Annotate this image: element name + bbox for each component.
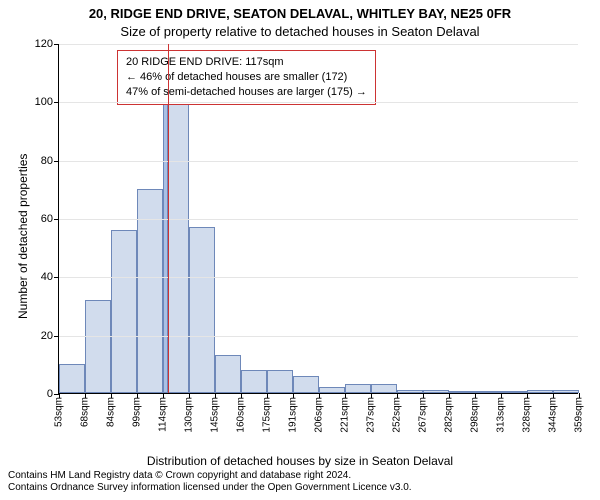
x-tick-label: 282sqm (444, 397, 455, 433)
grid-line (59, 161, 578, 162)
y-tick-mark (54, 161, 59, 162)
histogram-bar (267, 370, 293, 393)
y-axis-label: Number of detached properties (16, 154, 30, 319)
x-tick-label: 359sqm (574, 397, 585, 433)
y-tick-mark (54, 277, 59, 278)
histogram-bar (241, 370, 267, 393)
histogram-bar (501, 391, 527, 393)
histogram-bar (59, 364, 85, 393)
x-tick-label: 221sqm (340, 397, 351, 433)
grid-line (59, 219, 578, 220)
histogram-bar (527, 390, 553, 393)
x-tick-label: 99sqm (132, 397, 143, 427)
y-tick-label: 60 (41, 213, 53, 225)
histogram-bar (397, 390, 423, 393)
info-line-2: ← 46% of detached houses are smaller (17… (126, 70, 367, 85)
x-tick-label: 206sqm (314, 397, 325, 433)
y-tick-label: 100 (35, 96, 53, 108)
y-tick-label: 20 (41, 330, 53, 342)
histogram-bar (345, 384, 371, 393)
histogram-bar (189, 227, 215, 393)
x-tick-label: 175sqm (262, 397, 273, 433)
histogram-bar (449, 391, 475, 393)
y-tick-mark (54, 44, 59, 45)
x-tick-label: 237sqm (366, 397, 377, 433)
x-tick-label: 84sqm (106, 397, 117, 427)
footer-line-2: Contains Ordnance Survey information lic… (8, 482, 592, 494)
histogram-bar (319, 387, 345, 393)
info-box: 20 RIDGE END DRIVE: 117sqm ← 46% of deta… (117, 50, 376, 105)
y-tick-label: 40 (41, 271, 53, 283)
x-tick-label: 145sqm (210, 397, 221, 433)
x-tick-label: 267sqm (418, 397, 429, 433)
chart-title-line1: 20, RIDGE END DRIVE, SEATON DELAVAL, WHI… (0, 6, 600, 21)
histogram-bar (371, 384, 397, 393)
histogram-bar (215, 355, 241, 393)
grid-line (59, 102, 578, 103)
x-tick-label: 191sqm (288, 397, 299, 433)
x-tick-label: 313sqm (496, 397, 507, 433)
x-tick-label: 160sqm (236, 397, 247, 433)
y-tick-mark (54, 102, 59, 103)
histogram-bar (111, 230, 137, 393)
footer: Contains HM Land Registry data © Crown c… (0, 466, 600, 500)
grid-line (59, 336, 578, 337)
plot-area: 20 RIDGE END DRIVE: 117sqm ← 46% of deta… (58, 44, 578, 394)
y-tick-label: 0 (47, 388, 53, 400)
y-tick-label: 80 (41, 155, 53, 167)
x-tick-label: 130sqm (184, 397, 195, 433)
histogram-bar (85, 300, 111, 393)
x-tick-label: 53sqm (54, 397, 65, 427)
footer-line-1: Contains HM Land Registry data © Crown c… (8, 470, 592, 482)
info-line-1: 20 RIDGE END DRIVE: 117sqm (126, 55, 367, 70)
histogram-bar (475, 391, 501, 393)
histogram-bar (423, 390, 449, 393)
grid-line (59, 277, 578, 278)
x-tick-label: 298sqm (470, 397, 481, 433)
info-line-3: 47% of semi-detached houses are larger (… (126, 85, 367, 100)
y-tick-label: 120 (35, 38, 53, 50)
x-tick-label: 252sqm (392, 397, 403, 433)
y-tick-mark (54, 336, 59, 337)
grid-line (59, 44, 578, 45)
chart-container: 20, RIDGE END DRIVE, SEATON DELAVAL, WHI… (0, 0, 600, 500)
x-tick-label: 344sqm (548, 397, 559, 433)
histogram-bar (293, 376, 319, 394)
histogram-bar (553, 390, 579, 393)
x-tick-label: 68sqm (80, 397, 91, 427)
x-tick-label: 114sqm (158, 397, 169, 432)
y-tick-mark (54, 219, 59, 220)
x-tick-label: 328sqm (522, 397, 533, 433)
highlight-rule (168, 44, 169, 393)
chart-title-line2: Size of property relative to detached ho… (0, 24, 600, 39)
